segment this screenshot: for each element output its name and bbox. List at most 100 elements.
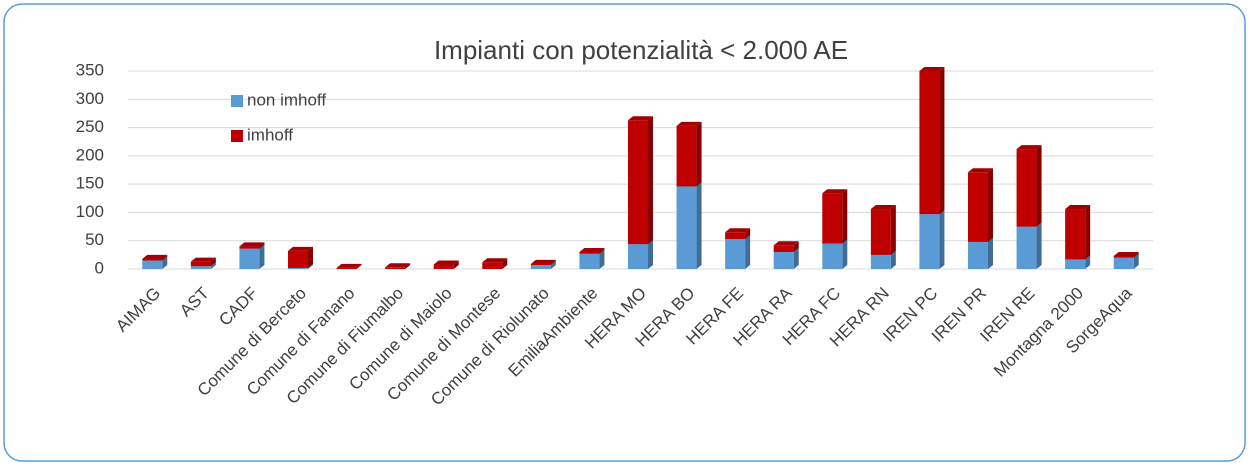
bar-side xyxy=(1036,222,1042,269)
bar-top xyxy=(1016,145,1042,150)
bar-top xyxy=(628,116,653,121)
bar-top xyxy=(773,241,799,246)
bar-top xyxy=(385,263,411,268)
bar-side xyxy=(259,242,265,249)
bar xyxy=(822,243,843,269)
bar-side xyxy=(1085,255,1091,269)
bar xyxy=(870,209,891,255)
bar-side xyxy=(210,257,216,267)
bar xyxy=(530,265,551,269)
bar-top xyxy=(919,67,945,71)
bar xyxy=(968,241,988,269)
bar-top xyxy=(239,242,265,247)
bar xyxy=(190,261,211,267)
bar-top xyxy=(142,254,168,259)
legend-swatch xyxy=(231,95,243,107)
bar-side xyxy=(1085,205,1091,260)
bar-top xyxy=(1065,205,1091,210)
bar-side xyxy=(1133,251,1139,258)
y-tick-label: 150 xyxy=(76,174,104,193)
bar xyxy=(628,244,648,269)
bar xyxy=(822,193,843,244)
bar-top xyxy=(530,259,556,264)
bar-side xyxy=(453,260,459,269)
bar xyxy=(919,71,940,215)
bar-top xyxy=(433,260,459,265)
bar-side xyxy=(162,256,168,269)
bar-side xyxy=(890,205,896,255)
bar-side xyxy=(210,262,216,269)
bar xyxy=(142,258,163,261)
bar xyxy=(1113,255,1134,258)
bar-top xyxy=(676,121,702,126)
bar xyxy=(773,252,794,269)
y-tick-label: 100 xyxy=(76,202,104,221)
bar xyxy=(190,266,211,269)
bar-side xyxy=(308,263,313,269)
bar-top xyxy=(190,257,216,262)
bar xyxy=(482,262,503,269)
bar xyxy=(1065,209,1086,260)
bar xyxy=(968,172,988,242)
bar-side xyxy=(1133,253,1139,269)
bar xyxy=(919,214,940,269)
bar-side xyxy=(599,249,605,269)
bar-top xyxy=(579,248,605,253)
bar-side xyxy=(988,237,993,269)
bar-side xyxy=(696,182,702,269)
bar xyxy=(579,252,600,254)
bar xyxy=(433,264,454,269)
bar-side xyxy=(648,240,653,269)
bar xyxy=(385,267,406,269)
y-tick-label: 0 xyxy=(95,258,104,277)
bar-side xyxy=(550,259,556,266)
bar-top xyxy=(822,189,848,194)
chart-frame xyxy=(3,3,1246,462)
bar-side xyxy=(939,67,945,215)
y-tick-label: 250 xyxy=(76,117,104,136)
bar xyxy=(1113,257,1134,269)
y-tick-label: 350 xyxy=(76,60,104,79)
bar-side xyxy=(550,261,556,269)
bar xyxy=(1065,259,1086,269)
legend-label: imhoff xyxy=(247,125,293,144)
bar-side xyxy=(259,244,265,269)
bar-side xyxy=(939,210,945,269)
bar-top xyxy=(725,228,751,233)
bar xyxy=(239,246,260,249)
legend-label: non imhoff xyxy=(247,90,326,109)
bar-side xyxy=(648,116,653,245)
bar xyxy=(725,232,746,240)
bar-side xyxy=(599,248,605,254)
bar xyxy=(288,250,308,268)
bar-top xyxy=(870,205,896,210)
bar-side xyxy=(842,189,848,244)
bar-top xyxy=(336,263,362,268)
bar xyxy=(239,248,260,269)
bar-side xyxy=(988,168,993,242)
bar-side xyxy=(502,258,508,269)
bar xyxy=(676,186,697,269)
bar-side xyxy=(1036,145,1042,227)
bar xyxy=(142,260,163,269)
bar xyxy=(725,239,746,269)
bar-top xyxy=(968,168,993,173)
bar xyxy=(579,253,600,269)
bar xyxy=(676,125,697,187)
bar xyxy=(530,263,551,266)
bar-top xyxy=(288,246,313,251)
bar xyxy=(1016,226,1037,269)
y-tick-label: 50 xyxy=(85,230,104,249)
bar-side xyxy=(842,239,848,269)
bar xyxy=(336,267,357,269)
bar-top xyxy=(482,258,508,263)
y-tick-label: 200 xyxy=(76,145,104,164)
legend-swatch xyxy=(231,130,243,142)
bar-side xyxy=(405,263,411,269)
bar-side xyxy=(890,250,896,269)
bar-side xyxy=(745,228,751,240)
bar-top xyxy=(1113,251,1139,256)
bar-side xyxy=(356,263,362,269)
bar xyxy=(870,254,891,269)
